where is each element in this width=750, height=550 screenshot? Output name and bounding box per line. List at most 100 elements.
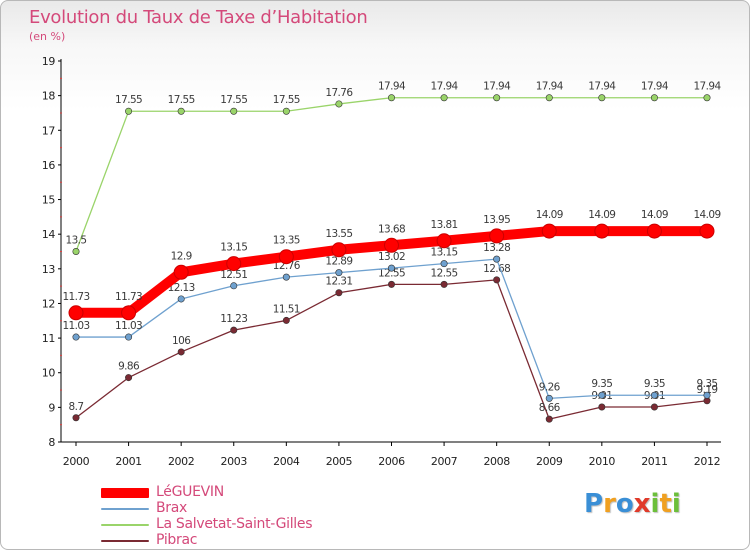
data-label-2: 17.94	[536, 81, 564, 93]
y-tick-label: 17	[42, 124, 56, 137]
point-1	[440, 260, 448, 268]
legend-label: Pibrac	[156, 532, 198, 548]
point-2	[598, 94, 606, 102]
data-label-2: 17.94	[641, 81, 669, 93]
point-1	[72, 333, 80, 341]
data-label-1: 9.26	[539, 381, 561, 393]
point-0	[68, 305, 84, 321]
data-label-3: 11.51	[273, 303, 300, 315]
point-3	[598, 403, 606, 411]
data-label-1: 12.51	[220, 269, 247, 281]
data-label-2: 17.94	[588, 81, 616, 93]
x-tick-label: 2006	[378, 455, 405, 468]
data-label-2: 17.55	[220, 94, 247, 106]
point-2	[335, 100, 343, 108]
y-tick-label: 9	[48, 401, 55, 414]
x-tick-label: 2007	[431, 455, 458, 468]
legend-label: La Salvetat-Saint-Gilles	[156, 516, 313, 532]
data-label-0: 13.35	[273, 235, 300, 247]
legend-label: Brax	[156, 500, 188, 516]
point-0	[489, 228, 505, 244]
y-tick-label: 8	[48, 436, 55, 449]
point-0	[173, 264, 189, 280]
x-tick-label: 2002	[168, 455, 194, 468]
data-label-2: 17.55	[168, 94, 195, 106]
point-3	[335, 289, 343, 297]
point-1	[230, 282, 238, 290]
logo-letter: i	[671, 489, 681, 519]
point-2	[703, 94, 711, 102]
logo-letter: P	[584, 489, 604, 519]
point-2	[177, 107, 185, 115]
data-label-3: 106	[172, 335, 191, 347]
y-tick-label: 13	[42, 263, 56, 276]
point-0	[594, 223, 610, 239]
logo-letter: r	[603, 489, 616, 519]
logo-letter: x	[633, 489, 651, 519]
chart-subtitle: (en %)	[29, 30, 66, 43]
data-label-0: 14.09	[536, 209, 563, 221]
point-2	[650, 94, 658, 102]
data-label-3: 12.68	[483, 263, 510, 275]
data-label-3: 9.19	[697, 384, 718, 396]
data-label-1: 13.28	[483, 242, 510, 254]
legend-swatch	[101, 508, 149, 510]
point-1	[493, 255, 501, 263]
legend-swatch	[101, 540, 149, 542]
x-tick-label: 2003	[221, 455, 248, 468]
data-label-1: 13.02	[378, 251, 405, 263]
point-0	[541, 223, 557, 239]
point-3	[230, 326, 238, 334]
legend-label: LéGUEVIN	[156, 484, 224, 500]
point-1	[598, 391, 606, 399]
data-label-1: 9.35	[644, 378, 665, 390]
data-label-0: 12.9	[171, 250, 192, 262]
data-label-0: 14.09	[693, 209, 720, 221]
data-label-0: 11.73	[115, 291, 142, 303]
data-label-3: 8.7	[69, 401, 84, 413]
legend-swatch	[101, 488, 149, 498]
data-label-2: 17.94	[693, 81, 721, 93]
point-3	[440, 280, 448, 288]
data-label-1: 13.15	[431, 247, 458, 259]
x-tick-label: 2010	[589, 455, 616, 468]
point-0	[226, 256, 242, 272]
line-chart: 8 9 10 11 12 13 14 15 16 17 18 19 2000 2001 2002 2003 20…	[42, 55, 722, 468]
data-label-2: 17.55	[115, 94, 142, 106]
logo-letter: o	[615, 489, 634, 519]
point-0	[699, 223, 715, 239]
point-1	[177, 295, 185, 303]
y-tick-label: 14	[42, 228, 56, 241]
data-label-0: 13.55	[325, 228, 352, 240]
point-1	[335, 269, 343, 277]
data-label-1: 11.03	[115, 320, 142, 332]
data-label-0: 14.09	[641, 209, 668, 221]
data-label-0: 13.68	[378, 223, 405, 235]
point-3	[387, 280, 395, 288]
point-2	[545, 94, 553, 102]
logo-letter: i	[650, 489, 660, 519]
point-3	[282, 316, 290, 324]
data-label-2: 17.94	[483, 81, 511, 93]
y-tick-label: 15	[42, 194, 56, 207]
point-0	[121, 305, 137, 321]
logo-letter: t	[659, 489, 672, 519]
x-tick-label: 2000	[63, 455, 90, 468]
point-1	[125, 333, 133, 341]
data-label-1: 12.89	[325, 256, 352, 268]
point-0	[436, 233, 452, 249]
point-0	[331, 242, 347, 258]
point-3	[493, 276, 501, 284]
data-label-0: 13.81	[431, 219, 458, 231]
y-tick-label: 10	[42, 367, 56, 380]
point-0	[384, 237, 399, 253]
point-3	[177, 348, 185, 356]
point-2	[230, 107, 238, 115]
data-label-2: 17.76	[325, 87, 353, 99]
proxiti-logo: Proxiti	[584, 489, 681, 519]
point-2	[125, 107, 133, 115]
data-label-1: 12.13	[168, 282, 195, 294]
x-tick-label: 2012	[694, 455, 720, 468]
series-line-3	[75, 279, 708, 420]
